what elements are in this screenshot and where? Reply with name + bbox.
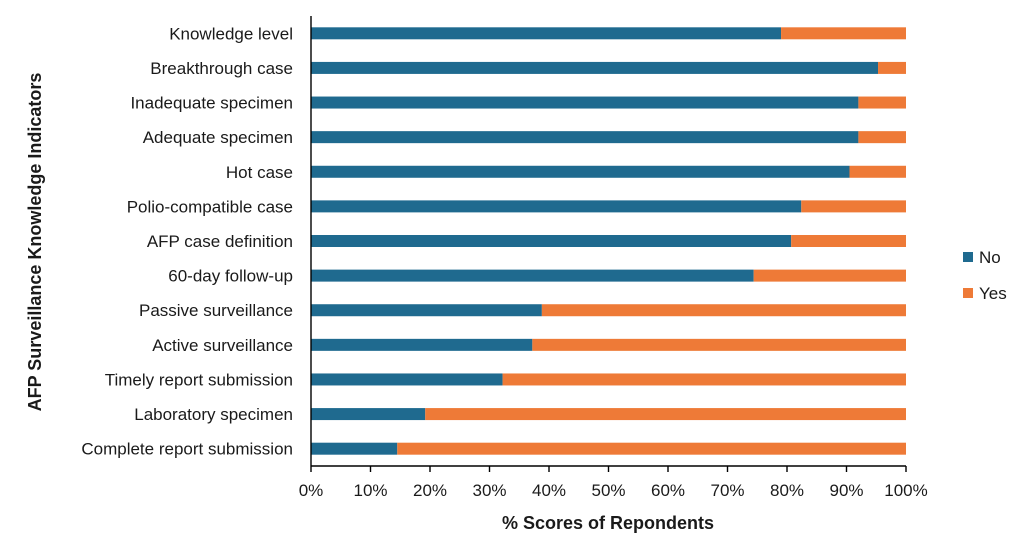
x-tick-label: 60% [651,481,685,500]
x-tick-label: 20% [413,481,447,500]
x-tick-label: 10% [353,481,387,500]
category-label: Knowledge level [169,24,293,43]
bar-yes-timely-report-submission [502,373,906,386]
bar-no-hot-case [311,165,850,178]
x-tick-label: 70% [710,481,744,500]
x-tick-label: 0% [299,481,324,500]
bar-no-active-surveillance [311,338,533,351]
legend-label-no: No [979,248,1001,267]
bar-no-timely-report-submission [311,373,503,386]
category-label: Inadequate specimen [130,94,293,113]
bar-yes-laboratory-specimen [425,408,906,421]
bar-yes-active-surveillance [532,338,906,351]
bar-no-laboratory-specimen [311,408,426,421]
bar-no-adequate-specimen [311,131,859,144]
bar-yes-inadequate-specimen [858,96,906,109]
category-labels-group: Knowledge level Breakthrough case Inadequa… [81,24,293,458]
bar-yes-complete-report-submission [397,442,906,455]
x-ticks-group: 0% 10% 20% 30% 40% 50% 60% 70% 80% 90% 100% [299,466,928,500]
category-label: Laboratory specimen [134,405,293,424]
bar-yes-afp-case-definition [791,235,906,247]
bar-no-polio-compatible-case [311,200,802,213]
category-label: Timely report submission [105,370,293,389]
bar-yes-60-day-follow-up [753,269,906,282]
bar-no-inadequate-specimen [311,96,859,109]
category-label: Hot case [226,163,293,182]
bar-yes-hot-case [849,165,906,178]
bar-no-passive-surveillance [311,304,542,317]
category-label: 60-day follow-up [168,267,293,286]
bar-yes-knowledge-level [781,27,906,40]
bar-yes-passive-surveillance [541,304,906,317]
x-tick-label: 50% [591,481,625,500]
bar-yes-polio-compatible-case [801,200,906,213]
x-tick-label: 80% [770,481,804,500]
bar-no-complete-report-submission [311,442,398,455]
x-tick-label: 90% [829,481,863,500]
bar-no-breakthrough-case [311,61,879,74]
bar-no-afp-case-definition [311,235,792,247]
x-axis-title: % Scores of Repondents [502,513,714,533]
y-axis-title: AFP Surveillance Knowledge Indicators [25,73,45,412]
category-label: Breakthrough case [150,59,293,78]
category-label: Passive surveillance [139,301,293,320]
bars-group [311,27,906,455]
category-label: Active surveillance [152,336,293,355]
bar-yes-adequate-specimen [858,131,906,144]
legend: No Yes [963,248,1007,303]
bar-no-60-day-follow-up [311,269,754,282]
category-label: Adequate specimen [143,128,293,147]
x-tick-label: 100% [884,481,927,500]
legend-swatch-yes [963,288,973,298]
bar-no-knowledge-level [311,27,782,40]
category-label: Complete report submission [81,440,293,459]
legend-swatch-no [963,252,973,262]
category-label: AFP case definition [147,232,293,251]
bar-yes-breakthrough-case [878,61,906,74]
category-label: Polio-compatible case [127,197,293,216]
legend-label-yes: Yes [979,284,1007,303]
x-tick-label: 40% [532,481,566,500]
x-tick-label: 30% [472,481,506,500]
